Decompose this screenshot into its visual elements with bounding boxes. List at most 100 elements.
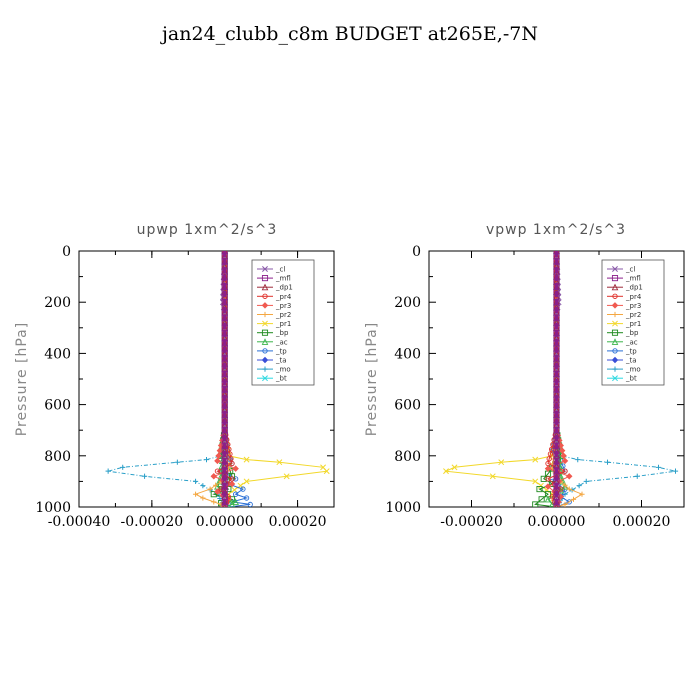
y-tick-label: 1000	[385, 500, 421, 516]
data-point-dp1	[611, 283, 619, 291]
data-point-pr4	[547, 451, 554, 457]
data-point-ta	[611, 356, 619, 364]
legend-item-ta: _ta	[607, 357, 637, 365]
data-point-pr1	[276, 459, 283, 466]
data-point-bp	[532, 501, 539, 507]
legend-item-mfl: _mfl	[257, 275, 291, 283]
legend-label: _cl	[625, 266, 635, 274]
data-point-mo	[262, 366, 268, 372]
data-point-pr3	[214, 457, 221, 465]
panel-title-upwp: upwp 1xm^2/s^3	[137, 222, 278, 238]
data-point-mfl	[611, 275, 619, 282]
data-point-pr3	[544, 483, 552, 490]
data-point-mfl	[261, 275, 269, 282]
data-point-mo	[120, 464, 126, 470]
legend-item-pr3: _pr3	[607, 302, 641, 310]
data-point-pr3	[561, 457, 569, 465]
data-point-ta	[261, 356, 269, 364]
y-tick-label: 200	[44, 295, 71, 311]
data-point-bp	[261, 329, 269, 336]
legend-label: _bp	[275, 329, 289, 337]
legend-label: _bt	[275, 375, 287, 383]
y-tick-label: 600	[394, 398, 421, 414]
y-tick-label: 1000	[35, 500, 71, 516]
data-point-pr2	[612, 311, 618, 318]
legend-label: _mo	[275, 366, 291, 374]
data-point-pr3	[261, 302, 269, 309]
data-point-pr1	[243, 456, 250, 463]
data-point-tp	[240, 486, 246, 492]
data-point-pr3	[566, 473, 573, 480]
data-point-mo	[575, 457, 581, 463]
legend-label: _tp	[275, 347, 287, 355]
data-point-pr2	[192, 491, 199, 497]
data-point-pr2	[200, 495, 206, 501]
data-point-cl	[221, 504, 228, 507]
data-point-mo	[141, 473, 148, 479]
data-point-mo	[612, 366, 618, 372]
legend-item-pr4: _pr4	[257, 293, 292, 301]
data-point-mo	[672, 468, 679, 474]
data-point-mo	[583, 478, 589, 484]
legend-label: _pr2	[625, 311, 641, 319]
data-point-tp	[612, 348, 618, 354]
data-point-ac	[261, 338, 269, 345]
legend-label: _pr3	[625, 302, 641, 310]
x-tick-label: -0.00020	[440, 514, 503, 530]
data-point-pr4	[229, 460, 235, 467]
legend-item-bt: _bt	[607, 375, 637, 383]
data-point-pr2	[207, 486, 213, 492]
y-tick-label: 0	[62, 244, 71, 260]
y-tick-label: 0	[412, 244, 421, 260]
data-point-mo	[200, 483, 206, 489]
legend-label: _dp1	[275, 284, 293, 292]
data-point-pr3	[232, 465, 239, 472]
data-point-pr3	[216, 447, 224, 454]
legend-label: _pr2	[275, 311, 291, 319]
data-point-bp	[540, 475, 547, 482]
data-point-mo	[203, 457, 210, 463]
data-point-ac	[611, 338, 619, 345]
legend-item-ta: _ta	[257, 357, 287, 365]
data-point-pr1	[262, 320, 268, 327]
data-point-pr1	[283, 473, 290, 480]
data-point-mo	[634, 473, 640, 479]
data-point-mfl	[221, 503, 228, 507]
series-mfl	[221, 251, 228, 507]
y-tick-label: 800	[44, 449, 71, 465]
legend-label: _bt	[625, 375, 637, 383]
data-point-pr3	[210, 473, 218, 480]
data-point-tp	[232, 491, 239, 497]
legend-item-bp: _bp	[607, 329, 639, 337]
legend-item-dp1: _dp1	[607, 283, 643, 292]
legend-label: _mfl	[625, 275, 641, 283]
data-point-mo	[192, 478, 199, 484]
y-tick-label: 800	[394, 449, 421, 465]
legend-label: _dp1	[625, 284, 643, 292]
data-point-pr3	[215, 452, 222, 460]
data-point-pr1	[489, 473, 496, 480]
y-axis-label-vpwp: Pressure [hPa]	[364, 322, 380, 436]
legend-label: _ac	[625, 338, 638, 346]
legend-label: _ta	[275, 357, 287, 365]
data-point-pr1	[532, 478, 539, 485]
data-point-pr4	[262, 293, 268, 299]
legend-label: _pr4	[625, 293, 642, 301]
x-tick-label: 0.00000	[528, 514, 586, 530]
data-point-pr1	[612, 320, 618, 327]
data-point-pr4	[562, 468, 568, 474]
data-point-pr3	[560, 452, 567, 460]
data-point-pr4	[214, 468, 221, 474]
legend-item-pr1: _pr1	[607, 320, 641, 328]
legend-label: _cl	[275, 266, 285, 274]
legend-item-bp: _bp	[257, 329, 289, 337]
legend-item-bt: _bt	[257, 375, 287, 383]
legend-label: _ta	[625, 357, 637, 365]
data-point-ac	[544, 495, 552, 503]
data-point-pr1	[443, 468, 449, 475]
data-point-mo	[655, 464, 662, 470]
vpwp-panel: vpwp 1xm^2/s^3 Pressure [hPa] 0 200 400 600…	[364, 222, 685, 530]
data-point-pr2	[213, 482, 219, 488]
data-point-bp	[538, 496, 545, 503]
